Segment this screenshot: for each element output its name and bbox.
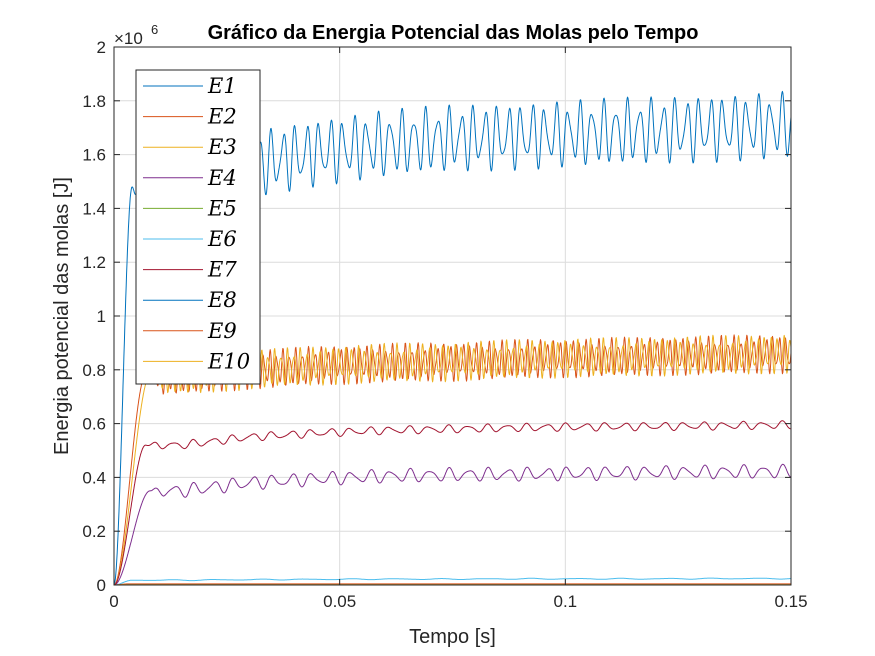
series-line-e7	[113, 420, 792, 586]
legend-label-e5: E5	[207, 196, 237, 220]
legend-label-e6: E6	[207, 227, 237, 251]
y-tick-label: 0.6	[82, 415, 106, 434]
y-tick-label: 0.2	[82, 522, 106, 541]
y-tick-label: 1.2	[82, 253, 106, 272]
legend-box	[135, 69, 261, 385]
y-tick-label: 1.4	[82, 199, 106, 218]
series-line-e9	[114, 583, 791, 586]
axis-ticks: 0 0.05 0.1 0.15 0 0.2 0.4 0.6 0.8 1 1.2 1.4 1.6 1.8 2	[82, 38, 807, 611]
legend-label-e9: E9	[207, 319, 237, 343]
y-tick-label: 2	[97, 38, 106, 57]
y-tick-label: 0	[97, 576, 106, 595]
series-line-e3	[113, 334, 792, 586]
legend: E1 E2 E3 E4 E5 E6 E7 E8 E9 E10	[135, 69, 261, 385]
x-tick-label: 0	[109, 592, 118, 611]
y-exponent-base: ×10	[114, 29, 143, 48]
x-tick-label: 0.1	[554, 592, 578, 611]
y-tick-label: 1	[97, 307, 106, 326]
chart-title: Gráfico da Energia Potencial das Molas p…	[208, 22, 699, 44]
legend-label-e4: E4	[207, 166, 237, 190]
x-tick-label: 0.15	[774, 592, 807, 611]
legend-label-e2: E2	[207, 105, 237, 129]
y-exponent-power: 6	[151, 22, 158, 37]
series-line-e6	[114, 577, 791, 586]
y-axis-label: Energia potencial das molas [J]	[51, 177, 73, 455]
y-tick-label: 1.6	[82, 146, 106, 165]
series-line-e4	[114, 463, 792, 586]
y-tick-label: 0.4	[82, 468, 106, 487]
legend-label-e8: E8	[207, 288, 237, 312]
x-tick-label: 0.05	[323, 592, 356, 611]
legend-label-e7: E7	[207, 258, 237, 282]
legend-label-e1: E1	[207, 74, 237, 98]
y-tick-label: 0.8	[82, 361, 106, 380]
legend-label-e3: E3	[207, 135, 237, 159]
legend-label-e10: E10	[207, 349, 250, 373]
y-tick-label: 1.8	[82, 92, 106, 111]
x-axis-label: Tempo [s]	[409, 626, 496, 648]
